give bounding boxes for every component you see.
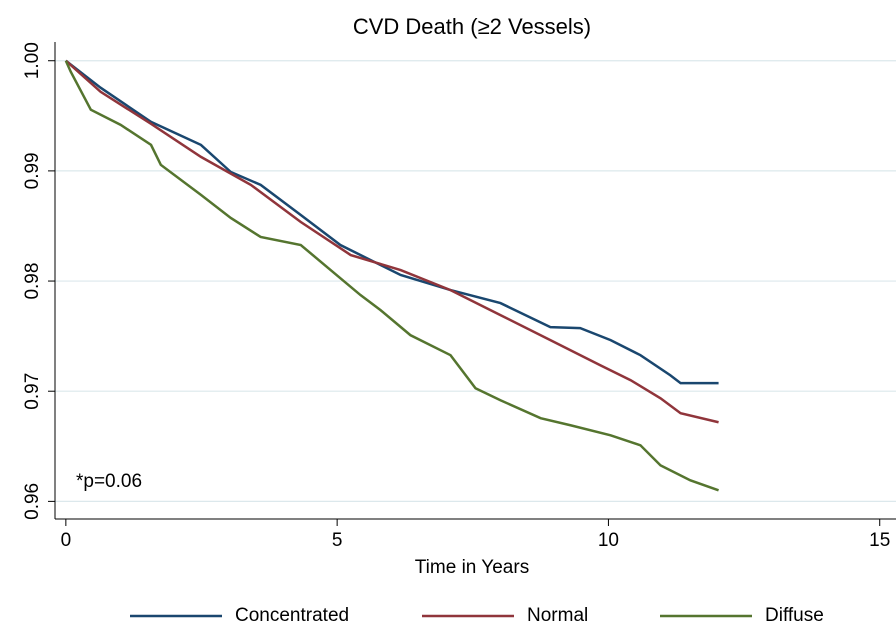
x-tick-label: 15 — [869, 530, 890, 551]
survival-line — [65, 59, 719, 424]
x-axis-label: Time in Years — [415, 557, 529, 578]
y-tick-label: 0.97 — [22, 373, 43, 410]
legend-label: Diffuse — [765, 605, 824, 626]
y-tick-label: 0.96 — [22, 483, 43, 520]
y-tick-label: 0.98 — [22, 263, 43, 300]
x-tick-label: 5 — [332, 530, 343, 551]
survival-line — [64, 60, 719, 492]
chart-title: CVD Death (≥2 Vessels) — [353, 14, 591, 39]
annotation: *p=0.06 — [76, 471, 142, 492]
x-tick-label: 10 — [598, 530, 619, 551]
legend-label: Concentrated — [235, 605, 349, 626]
y-tick-label: 0.99 — [22, 152, 43, 189]
x-tick-label: 0 — [61, 530, 72, 551]
y-tick-label: 1.00 — [22, 42, 43, 79]
legend-label: Normal — [527, 605, 588, 626]
survival-line — [65, 59, 719, 385]
